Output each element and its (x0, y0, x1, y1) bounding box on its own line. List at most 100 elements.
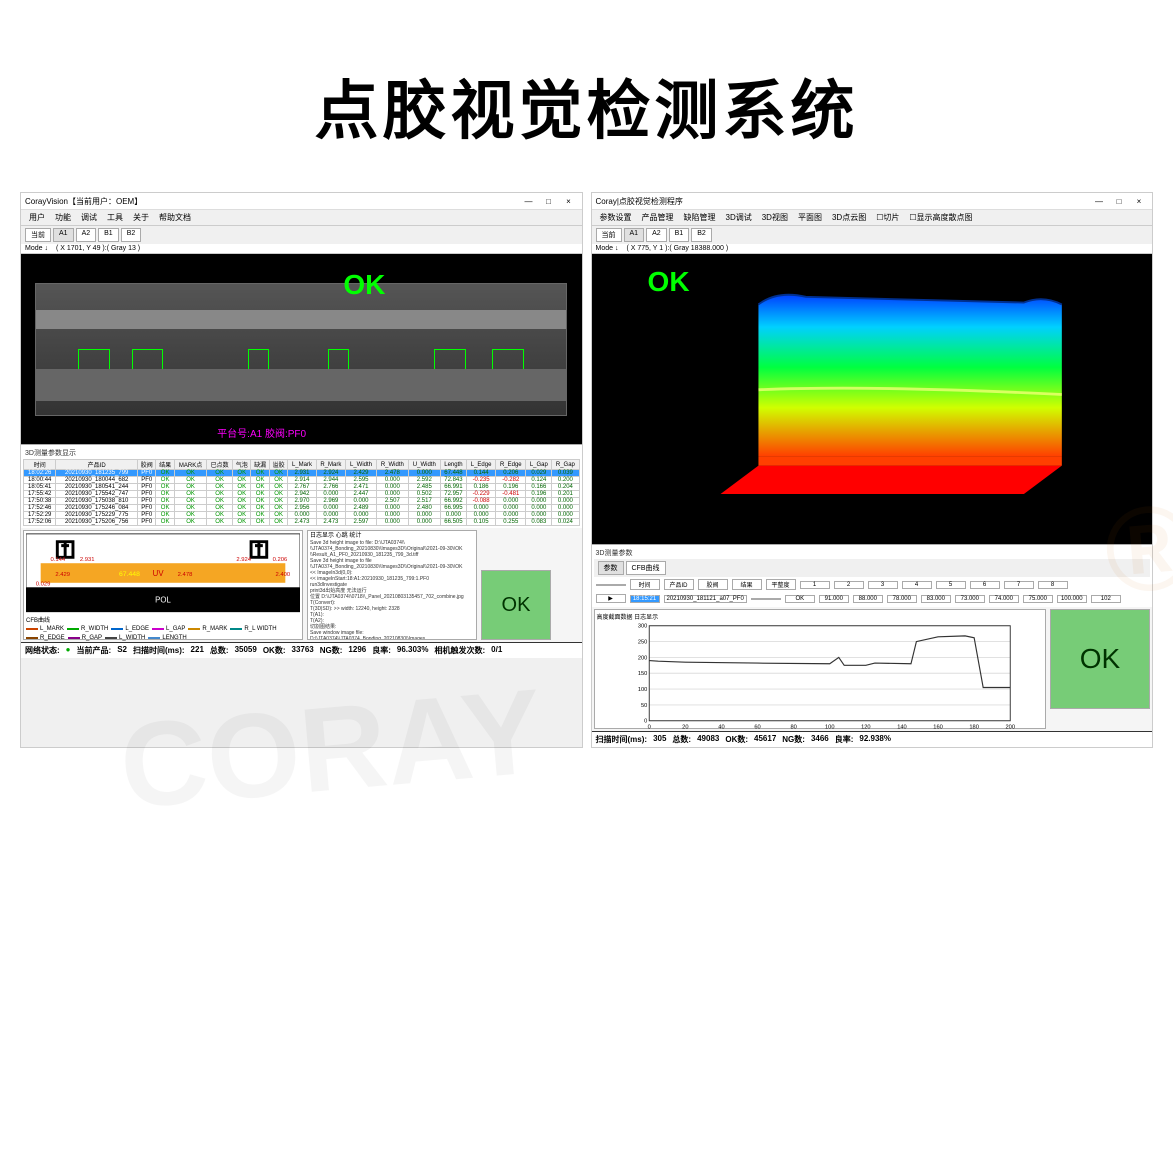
svg-text:2.400: 2.400 (276, 572, 291, 578)
ok-indicator: OK (481, 570, 551, 640)
close-icon[interactable]: × (1130, 195, 1148, 207)
menu-help[interactable]: 帮助文档 (155, 211, 195, 224)
ok-indicator: OK (1050, 609, 1150, 709)
diagram-panel: POL UV 0.144 2.931 2.924 0.206 2.429 67.… (23, 530, 303, 640)
tab-a1[interactable]: A1 (624, 228, 645, 242)
menu-plan[interactable]: 平面图 (794, 211, 826, 224)
minimize-icon[interactable]: — (1090, 195, 1108, 207)
log-title: 日志显示 心跳 统计 (310, 533, 474, 540)
station-tabs: 当前 A1 A2 B1 B2 (592, 226, 1153, 244)
window-title: CorayVision【当前用户：OEM】 (25, 196, 142, 207)
chk-slice[interactable]: ☐切片 (872, 211, 903, 224)
svg-text:300: 300 (637, 624, 647, 630)
ng-val: 1296 (348, 645, 366, 656)
scan-label: 扫描时间(ms): (133, 645, 185, 656)
tab-b1[interactable]: B1 (669, 228, 690, 242)
tab-a1[interactable]: A1 (53, 228, 74, 242)
measure-label: 3D测量参数 (594, 547, 1151, 559)
tab-b2[interactable]: B2 (691, 228, 712, 242)
svg-text:100: 100 (825, 724, 835, 730)
svg-text:0.206: 0.206 (273, 557, 288, 563)
product-label: 当前产品: (77, 645, 112, 656)
coord-readout: ( X 775, Y 1 ):( Gray 18388.000 ) (626, 245, 728, 252)
menu-about[interactable]: 关于 (129, 211, 153, 224)
3d-viewport[interactable]: OK (592, 254, 1153, 544)
menu-defect[interactable]: 缺陷管理 (680, 211, 720, 224)
svg-text:POL: POL (155, 595, 171, 604)
tab-b2[interactable]: B2 (121, 228, 142, 242)
current-label: 当前 (596, 228, 622, 242)
tab-a2[interactable]: A2 (646, 228, 667, 242)
menubar: 参数设置 产品管理 缺陷管理 3D调试 3D视图 平面图 3D点云图 ☐切片 ☐… (592, 210, 1153, 226)
ok-label: OK数: (263, 645, 286, 656)
svg-text:160: 160 (933, 724, 943, 730)
coord-readout: ( X 1701, Y 49 ):( Gray 13 ) (56, 245, 140, 252)
tab-a2[interactable]: A2 (76, 228, 97, 242)
rate-val: 96.303% (397, 645, 429, 656)
results-table: 时间产品ID胶阀结果MARK点已点数气泡缺漏溢胶L_MarkR_MarkL_Wi… (23, 459, 580, 526)
height-chart: 高度截面数据 日志显示 0501001502002503000204060801… (594, 609, 1047, 729)
titlebar: Coray|点胶视觉检测程序 — □ × (592, 193, 1153, 210)
menu-3ddebug[interactable]: 3D调试 (722, 211, 756, 224)
svg-text:67.448: 67.448 (119, 571, 140, 578)
right-window: Coray|点胶视觉检测程序 — □ × 参数设置 产品管理 缺陷管理 3D调试… (591, 192, 1154, 748)
svg-text:200: 200 (1005, 724, 1015, 730)
menu-product[interactable]: 产品管理 (638, 211, 678, 224)
net-status-label: 网络状态: (25, 645, 60, 656)
svg-text:120: 120 (861, 724, 871, 730)
subtab-params[interactable]: 参数 (598, 561, 624, 575)
svg-text:200: 200 (637, 655, 647, 661)
window-title: Coray|点胶视觉检测程序 (596, 196, 683, 207)
trigger-label: 相机触发次数: (434, 645, 485, 656)
svg-text:0.144: 0.144 (50, 557, 65, 563)
menu-debug[interactable]: 调试 (77, 211, 101, 224)
maximize-icon[interactable]: □ (540, 195, 558, 207)
maximize-icon[interactable]: □ (1110, 195, 1128, 207)
ok-val: 33763 (292, 645, 314, 656)
svg-text:80: 80 (790, 724, 796, 730)
svg-text:40: 40 (718, 724, 724, 730)
menu-3dview[interactable]: 3D视图 (758, 211, 792, 224)
menu-user[interactable]: 用户 (25, 211, 49, 224)
inspection-viewport[interactable]: OK 平台号:A1 胶阀:PF0 (21, 254, 582, 444)
mode-dropdown[interactable]: Mode ↓ (25, 245, 48, 252)
cfb-label: CFB曲线 (26, 615, 300, 624)
svg-text:150: 150 (637, 671, 647, 677)
subtab-cfb[interactable]: CFB曲线 (626, 561, 666, 575)
menu-pointcloud[interactable]: 3D点云图 (828, 211, 870, 224)
svg-text:20: 20 (682, 724, 688, 730)
platform-label: 平台号:A1 胶阀:PF0 (217, 425, 306, 440)
ng-label: NG数: (320, 645, 343, 656)
page-title: 点胶视觉检测系统 (0, 0, 1173, 192)
trigger-val: 0/1 (491, 645, 502, 656)
net-status-icon: ● (66, 645, 71, 656)
svg-text:250: 250 (637, 639, 647, 645)
scan-val: 221 (191, 645, 204, 656)
svg-text:100: 100 (637, 687, 647, 693)
menubar: 用户 功能 调试 工具 关于 帮助文档 (21, 210, 582, 226)
svg-text:2.478: 2.478 (178, 572, 193, 578)
close-icon[interactable]: × (560, 195, 578, 207)
svg-text:60: 60 (754, 724, 760, 730)
menu-func[interactable]: 功能 (51, 211, 75, 224)
left-window: CorayVision【当前用户：OEM】 — □ × 用户 功能 调试 工具 … (20, 192, 583, 748)
svg-text:2.931: 2.931 (80, 557, 95, 563)
minimize-icon[interactable]: — (520, 195, 538, 207)
total-label: 总数: (210, 645, 229, 656)
product-val: S2 (117, 645, 127, 656)
svg-text:2.924: 2.924 (236, 557, 251, 563)
svg-text:180: 180 (969, 724, 979, 730)
mode-dropdown[interactable]: Mode ↓ (596, 245, 619, 252)
menu-params[interactable]: 参数设置 (596, 211, 636, 224)
menu-tool[interactable]: 工具 (103, 211, 127, 224)
rate-label: 良率: (372, 645, 391, 656)
chk-scatter[interactable]: ☐显示高度散点图 (905, 211, 976, 224)
tab-b1[interactable]: B1 (98, 228, 119, 242)
svg-text:UV: UV (153, 569, 165, 578)
current-label: 当前 (25, 228, 51, 242)
svg-text:50: 50 (641, 703, 647, 709)
svg-text:2.429: 2.429 (55, 572, 70, 578)
svg-text:140: 140 (897, 724, 907, 730)
svg-text:0.029: 0.029 (36, 582, 51, 588)
measure-section-label: 3D测量参数显示 (23, 447, 580, 459)
